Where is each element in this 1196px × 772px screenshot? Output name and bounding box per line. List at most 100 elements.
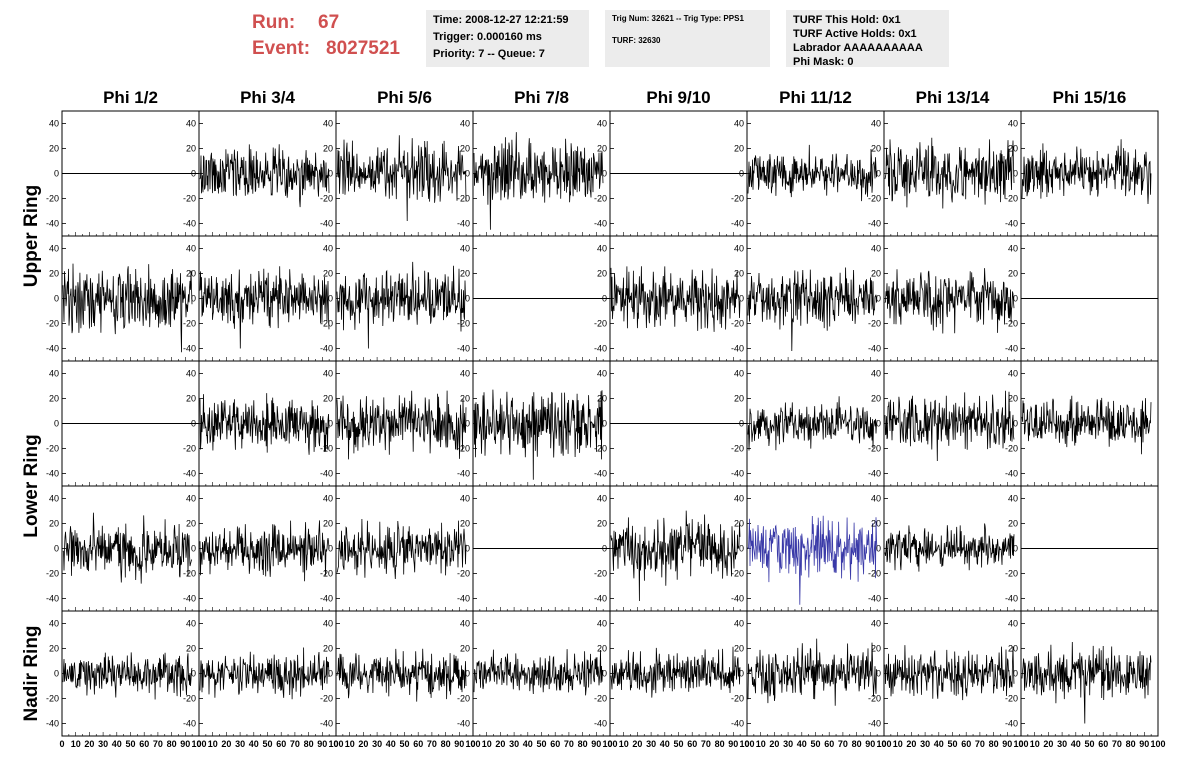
x-tick-label: 90	[591, 739, 601, 749]
y-tick-label: -20	[731, 319, 744, 329]
y-tick-label: 40	[597, 619, 607, 629]
y-tick-label: -20	[594, 444, 607, 454]
y-tick-label: 40	[49, 494, 59, 504]
x-tick-label: 90	[728, 739, 738, 749]
ring-label: Nadir Ring	[21, 625, 42, 721]
y-tick-label: -40	[731, 219, 744, 229]
y-tick-label: 20	[460, 519, 470, 529]
y-tick-label: 40	[460, 244, 470, 254]
y-tick-label: 40	[460, 494, 470, 504]
waveform-panel: -40 -20 0 20 40	[594, 110, 748, 237]
y-tick-label: 20	[871, 394, 881, 404]
waveform-panel: -40 -20 0 20 40	[731, 235, 885, 362]
run-value: 67	[318, 12, 340, 33]
x-tick-label: 60	[961, 739, 971, 749]
x-tick-label: 10	[756, 739, 766, 749]
x-tick-label: 30	[920, 739, 930, 749]
y-tick-label: -40	[1005, 594, 1018, 604]
y-tick-label: -20	[868, 569, 881, 579]
waveform-panel: -40 -20 0 20 40	[46, 485, 200, 612]
y-tick-label: 0	[1013, 419, 1018, 429]
waveform-panel: -40 -20 0 20 40	[731, 110, 885, 237]
waveform-panel: -40 -20 0 20 40	[594, 610, 748, 737]
y-tick-label: -20	[320, 569, 333, 579]
y-tick-label: 0	[602, 169, 607, 179]
x-tick-label: 30	[98, 739, 108, 749]
y-tick-label: 40	[871, 244, 881, 254]
x-tick-label: 80	[167, 739, 177, 749]
turf-num-line: TURF: 32630	[612, 36, 661, 45]
y-tick-label: 40	[597, 494, 607, 504]
y-tick-label: -20	[594, 694, 607, 704]
y-tick-label: 0	[739, 544, 744, 554]
y-tick-label: 0	[328, 419, 333, 429]
x-tick-label: 30	[1057, 739, 1067, 749]
y-tick-label: 20	[597, 144, 607, 154]
y-tick-label: 20	[734, 394, 744, 404]
event-label: Event:	[252, 38, 311, 59]
y-tick-label: -40	[183, 219, 196, 229]
waveform-trace	[747, 144, 878, 202]
y-tick-label: -20	[731, 194, 744, 204]
y-tick-label: -40	[1005, 344, 1018, 354]
y-tick-label: 20	[871, 644, 881, 654]
y-tick-label: -20	[320, 694, 333, 704]
waveform-panel: -40 -20 0 20 40	[320, 360, 474, 487]
x-tick-label: 40	[386, 739, 396, 749]
y-tick-label: 40	[597, 369, 607, 379]
y-tick-label: -20	[183, 694, 196, 704]
y-tick-label: 20	[734, 519, 744, 529]
x-tick-label: 40	[523, 739, 533, 749]
y-tick-label: 20	[323, 144, 333, 154]
y-tick-label: 20	[1008, 269, 1018, 279]
y-tick-label: -40	[1005, 719, 1018, 729]
x-tick-label: 40	[797, 739, 807, 749]
waveform-panel: -40 -20 0 20 40	[457, 235, 611, 362]
y-tick-label: 0	[876, 544, 881, 554]
x-tick-label: 100	[1013, 739, 1028, 749]
y-tick-label: 40	[323, 369, 333, 379]
x-tick-label: 60	[550, 739, 560, 749]
y-tick-label: -40	[868, 344, 881, 354]
x-tick-label: 20	[769, 739, 779, 749]
y-tick-label: -40	[731, 594, 744, 604]
y-tick-label: 20	[734, 644, 744, 654]
y-tick-label: 0	[54, 169, 59, 179]
waveform-trace	[336, 261, 467, 349]
x-tick-label: 50	[399, 739, 409, 749]
y-tick-label: -40	[320, 719, 333, 729]
y-tick-label: 0	[465, 419, 470, 429]
waveform-panel: -40 -20 0 20 40	[320, 235, 474, 362]
waveform-panel: -40 -20 0 20 40	[868, 360, 1022, 487]
y-tick-label: -40	[594, 469, 607, 479]
y-tick-label: -40	[457, 219, 470, 229]
x-tick-label: 80	[304, 739, 314, 749]
waveform-panel: -40 -20 0 20 40	[868, 110, 1022, 237]
x-tick-label: 60	[687, 739, 697, 749]
y-tick-label: 20	[49, 644, 59, 654]
y-tick-label: 20	[1008, 644, 1018, 654]
ring-label: Lower Ring	[21, 434, 42, 537]
y-tick-label: -20	[868, 194, 881, 204]
y-tick-label: 20	[49, 144, 59, 154]
waveform-panel: -40 -20 0 20 40	[457, 485, 611, 612]
y-tick-label: -40	[320, 344, 333, 354]
x-tick-label: 40	[249, 739, 259, 749]
waveform-trace	[336, 518, 467, 580]
waveform-panel: -40 -20 0 20 40	[320, 485, 474, 612]
y-tick-label: 0	[1013, 669, 1018, 679]
y-tick-label: 0	[602, 544, 607, 554]
y-tick-label: -40	[46, 344, 59, 354]
y-tick-label: -20	[457, 194, 470, 204]
y-tick-label: -40	[46, 719, 59, 729]
trig-num-line: Trig Num: 32621 -- Trig Type: PPS1	[612, 14, 744, 23]
waveform-trace	[199, 520, 330, 582]
y-tick-label: 40	[871, 494, 881, 504]
run-event-box: Run: 67 Event: 8027521	[252, 10, 422, 62]
x-tick-label: 20	[84, 739, 94, 749]
waveform-panel: -40 -20 0 20 40	[183, 360, 337, 487]
x-tick-label: 50	[125, 739, 135, 749]
waveform-panel: -40 -20 0 20 40	[594, 485, 748, 612]
y-tick-label: -40	[1005, 469, 1018, 479]
waveform-panel: -40 -20 0 20 40	[183, 110, 337, 237]
